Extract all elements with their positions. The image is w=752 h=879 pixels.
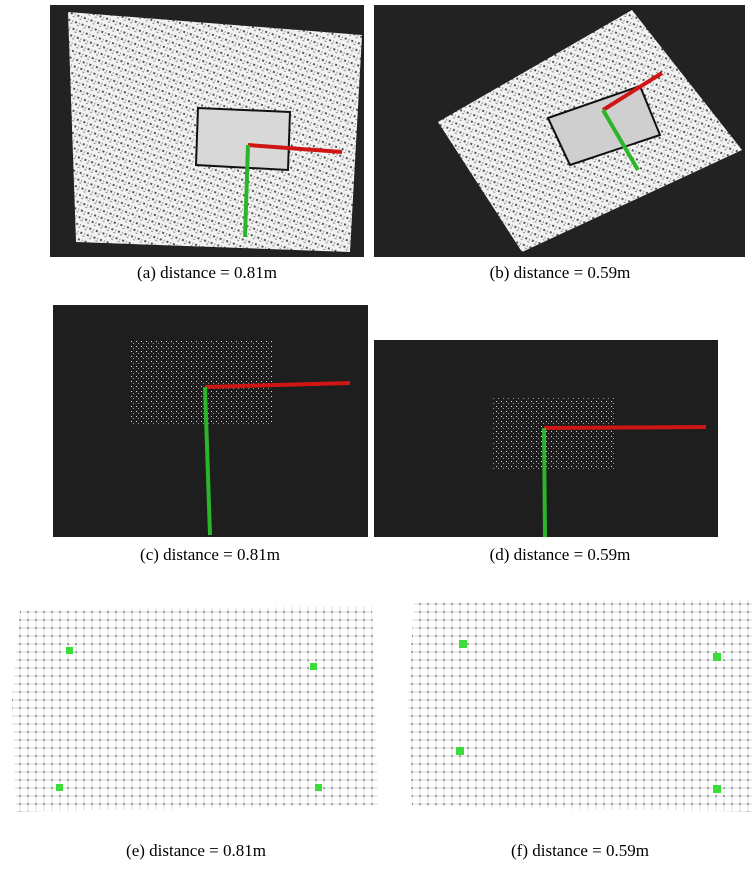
- corner-marker: [713, 785, 721, 793]
- target-board: [196, 108, 290, 170]
- corner-marker: [56, 784, 63, 791]
- grid-cloud: [12, 606, 378, 812]
- panel-a: (a) distance = 0.81m: [50, 5, 364, 282]
- caption: (f) distance = 0.59m: [511, 841, 649, 860]
- caption: (e) distance = 0.81m: [126, 841, 266, 860]
- corner-marker: [713, 653, 721, 661]
- panel-e: (e) distance = 0.81m: [12, 606, 378, 860]
- x-axis: [544, 427, 706, 428]
- corner-marker: [459, 640, 467, 648]
- panel-f: (f) distance = 0.59m: [408, 600, 752, 860]
- caption: (d) distance = 0.59m: [490, 545, 631, 564]
- caption: (c) distance = 0.81m: [140, 545, 280, 564]
- y-axis: [544, 428, 545, 537]
- caption: (a) distance = 0.81m: [137, 263, 277, 282]
- corner-marker: [310, 663, 317, 670]
- page: (a) distance = 0.81m (b) distance = 0.59…: [0, 0, 752, 879]
- panel-b: (b) distance = 0.59m: [374, 5, 745, 282]
- point-cloud: [492, 397, 614, 470]
- corner-marker: [315, 784, 322, 791]
- figure: (a) distance = 0.81m (b) distance = 0.59…: [0, 0, 752, 879]
- point-cloud: [130, 340, 273, 425]
- grid-cloud: [408, 600, 752, 812]
- corner-marker: [66, 647, 73, 654]
- caption: (b) distance = 0.59m: [490, 263, 631, 282]
- panel-d: (d) distance = 0.59m: [374, 340, 718, 564]
- corner-marker: [456, 747, 464, 755]
- panel-c: (c) distance = 0.81m: [53, 305, 368, 564]
